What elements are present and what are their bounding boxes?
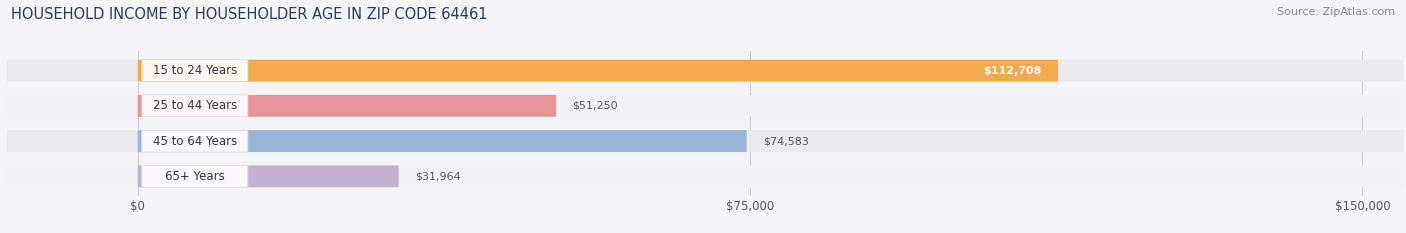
Text: $31,964: $31,964 [415, 171, 461, 181]
FancyBboxPatch shape [138, 130, 747, 152]
Text: 15 to 24 Years: 15 to 24 Years [153, 64, 238, 77]
FancyBboxPatch shape [7, 95, 1403, 117]
Text: HOUSEHOLD INCOME BY HOUSEHOLDER AGE IN ZIP CODE 64461: HOUSEHOLD INCOME BY HOUSEHOLDER AGE IN Z… [11, 7, 488, 22]
FancyBboxPatch shape [138, 60, 1057, 82]
FancyBboxPatch shape [142, 95, 247, 117]
FancyBboxPatch shape [7, 60, 1403, 82]
FancyBboxPatch shape [7, 165, 1403, 187]
FancyBboxPatch shape [7, 130, 1403, 152]
FancyBboxPatch shape [138, 165, 399, 187]
Text: $74,583: $74,583 [763, 136, 808, 146]
FancyBboxPatch shape [142, 60, 247, 82]
Text: Source: ZipAtlas.com: Source: ZipAtlas.com [1277, 7, 1395, 17]
FancyBboxPatch shape [138, 95, 557, 117]
Text: $112,708: $112,708 [983, 66, 1042, 76]
FancyBboxPatch shape [142, 130, 247, 152]
Text: 65+ Years: 65+ Years [165, 170, 225, 183]
Text: 25 to 44 Years: 25 to 44 Years [153, 99, 238, 112]
FancyBboxPatch shape [142, 165, 247, 187]
Text: 45 to 64 Years: 45 to 64 Years [153, 135, 238, 148]
Text: $51,250: $51,250 [572, 101, 619, 111]
